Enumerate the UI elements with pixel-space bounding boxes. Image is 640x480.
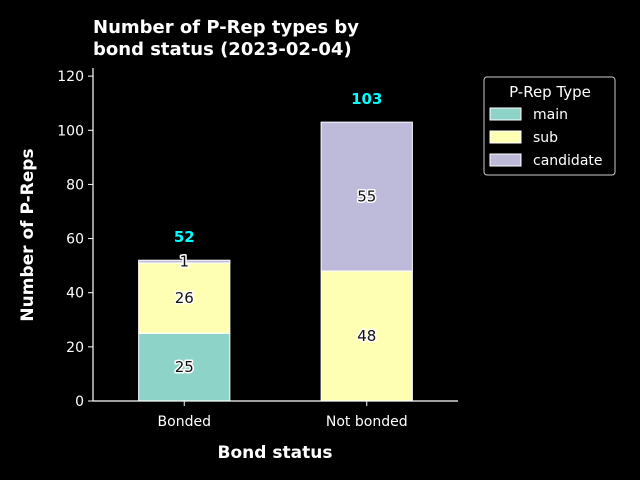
legend-swatch-sub <box>489 130 522 144</box>
y-axis-title: Number of P-Reps <box>18 148 38 321</box>
segment-label-main-0: 25 <box>175 358 194 376</box>
legend-swatch-main <box>489 107 522 121</box>
y-tick-label-120: 120 <box>57 69 84 85</box>
y-tick-label-100: 100 <box>57 123 84 139</box>
y-tick-label-0: 0 <box>75 394 84 410</box>
segment-label-sub-0: 26 <box>175 289 194 307</box>
x-axis-title: Bond status <box>218 443 333 463</box>
chart-title-line-1: Number of P-Rep types by <box>93 17 359 38</box>
bar-segment-sub-1 <box>320 270 413 402</box>
bar-segment-main-0 <box>138 332 231 402</box>
y-tick-label-40: 40 <box>66 286 84 302</box>
x-tick-label-0: Bonded <box>158 414 211 430</box>
total-label-1: 103 <box>351 90 382 108</box>
total-label-0: 52 <box>174 228 195 246</box>
legend-label-sub: sub <box>533 130 558 146</box>
y-tick-label-20: 20 <box>66 340 84 356</box>
legend-title: P-Rep Type <box>509 83 591 101</box>
bar-segment-candidate-1 <box>320 121 413 272</box>
plot-area: 25 26 1 48 55 52 103 0 20 40 60 80 100 120 Bonded Not b… <box>57 68 458 430</box>
legend: P-Rep Type main sub candidate <box>483 76 616 176</box>
y-tick-label-60: 60 <box>66 232 84 248</box>
bar-segment-candidate-0 <box>138 259 231 264</box>
x-tick-label-1: Not bonded <box>326 414 408 430</box>
segment-label-candidate-1: 55 <box>357 188 376 206</box>
segment-label-sub-1: 48 <box>357 327 376 345</box>
y-tick-label-80: 80 <box>66 177 84 193</box>
segment-label-candidate-0: 1 <box>179 253 189 271</box>
legend-label-candidate: candidate <box>533 153 603 169</box>
chart-title-line-2: bond status (2023-02-04) <box>93 39 352 60</box>
bar-segment-sub-0 <box>138 262 231 334</box>
legend-frame <box>483 76 616 176</box>
legend-swatch-candidate <box>489 153 522 167</box>
legend-label-main: main <box>533 107 568 123</box>
